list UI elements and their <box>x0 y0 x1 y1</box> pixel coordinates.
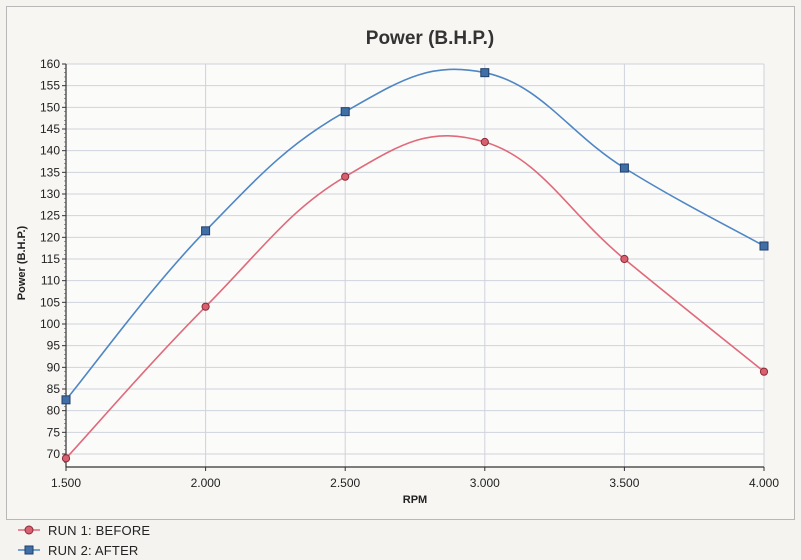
y-tick-label: 135 <box>40 165 60 179</box>
y-ticks: 70 75 80 85 90 95 100 105 110 115 120 125 130 135 140 1… <box>40 57 66 463</box>
y-tick-label: 140 <box>40 144 60 158</box>
series-markers <box>61 68 769 463</box>
y-tick-label: 150 <box>40 100 60 114</box>
chart-plot: Power (B.H.P.) 70 75 80 85 90 95 100 105 110 115 1… <box>16 28 779 506</box>
series-1-point <box>341 172 350 181</box>
y-tick-label: 145 <box>40 122 60 136</box>
series-2-point <box>201 226 211 236</box>
x-tick-label: 1.500 <box>51 476 81 490</box>
legend-label-run1: RUN 1: BEFORE <box>48 522 151 538</box>
series-1-point <box>759 367 769 376</box>
chart-title: Power (B.H.P.) <box>366 28 494 49</box>
chart-frame: Power (B.H.P.) 70 75 80 85 90 95 100 105 110 115 1… <box>6 6 795 520</box>
legend-label-run2: RUN 2: AFTER <box>48 542 139 558</box>
legend-item-run1: RUN 1: BEFORE <box>18 520 150 540</box>
series-1-point <box>61 454 71 463</box>
series-2-point <box>61 395 71 405</box>
legend-swatch-run2 <box>18 545 40 555</box>
legend-swatch-run1 <box>18 525 40 535</box>
y-tick-label: 155 <box>40 79 60 93</box>
series-1-point <box>201 302 210 311</box>
x-axis-label: RPM <box>403 494 427 506</box>
plot-background <box>66 64 764 467</box>
series-2-point <box>619 163 629 173</box>
x-tick-label: 2.000 <box>191 476 221 490</box>
y-tick-label: 85 <box>47 382 61 396</box>
legend-item-run2: RUN 2: AFTER <box>18 540 150 560</box>
series-lines <box>65 68 765 459</box>
series-line-2 <box>65 68 765 401</box>
y-tick-label: 95 <box>47 339 61 353</box>
legend: RUN 1: BEFORE RUN 2: AFTER <box>18 520 150 560</box>
y-tick-label: 90 <box>47 360 61 374</box>
series-2-point <box>340 107 350 117</box>
y-tick-label: 80 <box>47 404 61 418</box>
y-tick-label: 70 <box>47 447 61 461</box>
x-tick-label: 3.000 <box>470 476 500 490</box>
y-tick-label: 100 <box>40 317 60 331</box>
y-tick-label: 105 <box>40 295 60 309</box>
y-tick-label: 115 <box>41 252 60 266</box>
y-tick-label: 120 <box>40 230 60 244</box>
y-tick-label: 160 <box>40 57 60 71</box>
x-tick-label: 2.500 <box>330 476 360 490</box>
grid <box>65 63 765 467</box>
y-tick-label: 125 <box>40 209 60 223</box>
series-2-point <box>759 241 769 251</box>
y-tick-label: 130 <box>40 187 60 201</box>
y-tick-label: 110 <box>41 274 60 288</box>
series-1-point <box>480 137 489 147</box>
y-tick-label: 75 <box>47 425 61 439</box>
series-line-1 <box>65 135 765 459</box>
x-tick-label: 3.500 <box>609 476 639 490</box>
x-tick-label: 4.000 <box>749 476 779 490</box>
series-2-point <box>480 68 490 78</box>
x-ticks: 1.500 2.000 2.500 3.000 3.500 4.000 <box>51 467 779 490</box>
series-1-point <box>620 254 629 264</box>
y-axis-label: Power (B.H.P.) <box>16 225 28 300</box>
